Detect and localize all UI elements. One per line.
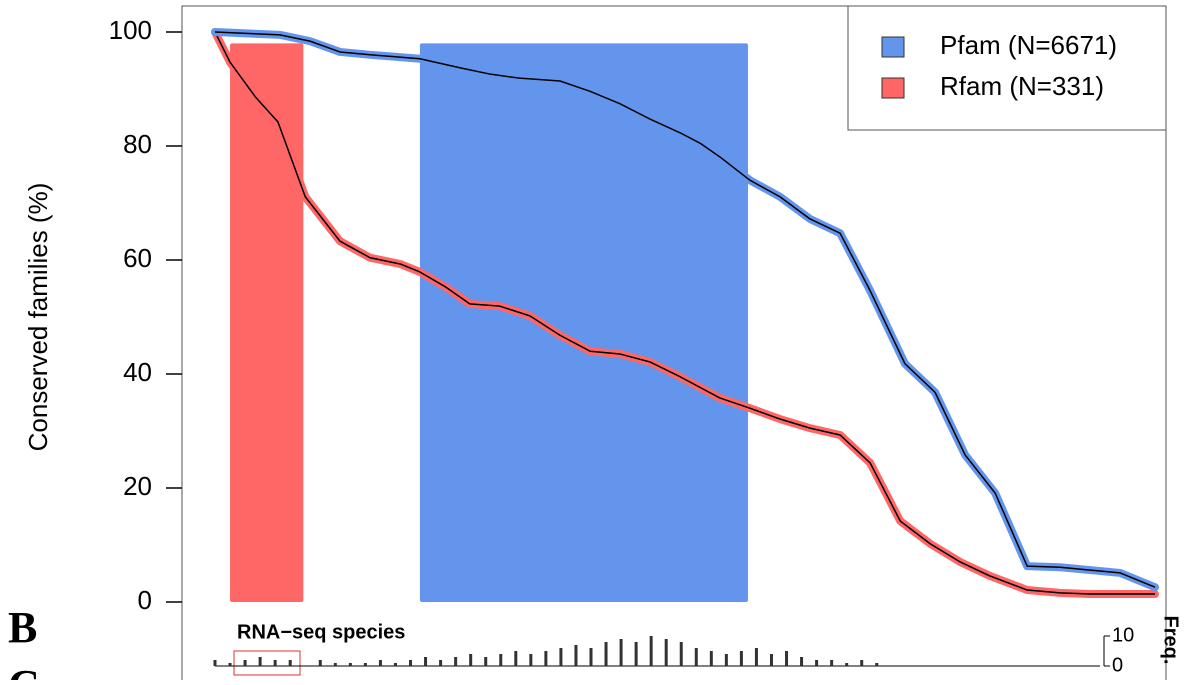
panel-label: B	[8, 603, 37, 652]
histogram-bar	[454, 657, 458, 666]
y-tick-label: 20	[123, 471, 152, 501]
y-tick-label: 80	[123, 129, 152, 159]
histogram-bar	[409, 660, 413, 666]
histogram-bar	[499, 654, 503, 666]
histogram-bar	[649, 636, 653, 666]
y-tick-label: 100	[109, 15, 152, 45]
histogram-bar	[514, 651, 518, 666]
histogram-bar	[529, 654, 533, 666]
histogram-tick-label: 0	[1112, 654, 1123, 676]
histogram-bar	[664, 639, 668, 666]
histogram-bar	[333, 663, 337, 666]
histogram-bar	[845, 663, 849, 666]
histogram-bar	[469, 654, 473, 666]
histogram-bar	[679, 642, 683, 666]
histogram-bar	[288, 660, 292, 666]
histogram-bar	[769, 654, 773, 666]
histogram-bar	[724, 654, 728, 666]
histogram-bar	[785, 651, 789, 666]
histogram-bar	[544, 651, 548, 666]
histogram-tick-label: 10	[1112, 624, 1134, 646]
y-axis-label: Conserved families (%)	[23, 183, 53, 452]
histogram-bar	[604, 642, 608, 666]
histogram-bar	[318, 660, 322, 666]
histogram-bar	[393, 663, 397, 666]
histogram-bar	[830, 660, 834, 666]
histogram-bar	[694, 648, 698, 666]
histogram-bar	[228, 663, 232, 666]
legend-swatch	[881, 36, 905, 58]
histogram-bar	[439, 660, 443, 666]
highlight-box	[233, 650, 301, 676]
histogram-bar	[739, 651, 743, 666]
histogram-bar	[484, 657, 488, 666]
panel-label: C	[8, 661, 40, 680]
highlight-band	[230, 43, 304, 602]
histogram-bar	[634, 642, 638, 666]
histogram-bar	[378, 660, 382, 666]
histogram-bar	[754, 648, 758, 666]
legend-box	[847, 5, 1167, 131]
series-line-core	[214, 31, 1155, 595]
y-tick-label: 0	[138, 585, 152, 615]
histogram-bar	[574, 645, 578, 666]
histogram-bar	[243, 660, 247, 666]
histogram-bar	[273, 660, 277, 666]
histogram-bar	[815, 660, 819, 666]
highlight-band	[419, 43, 748, 602]
legend-label: Pfam (N=6671)	[940, 30, 1117, 60]
histogram-bar	[589, 648, 593, 666]
histogram-bar	[875, 663, 879, 666]
histogram-bar	[363, 663, 367, 666]
legend-swatch	[881, 77, 905, 99]
histogram-bar	[619, 639, 623, 666]
histogram-y-label: Freq.	[1160, 616, 1182, 665]
histogram-bar	[559, 648, 563, 666]
histogram-bar	[709, 651, 713, 666]
histogram-bar	[213, 660, 217, 666]
histogram-bar	[258, 657, 262, 666]
plot-frame	[181, 5, 1167, 685]
histogram-bar	[800, 657, 804, 666]
y-tick-label: 60	[123, 243, 152, 273]
histogram-bar	[424, 657, 428, 666]
histogram-bar	[860, 660, 864, 666]
histogram-title: RNA−seq species	[237, 621, 405, 643]
y-tick-label: 40	[123, 357, 152, 387]
legend-label: Rfam (N=331)	[940, 71, 1104, 101]
histogram-bar	[348, 663, 352, 666]
series-line-core	[214, 31, 1156, 588]
